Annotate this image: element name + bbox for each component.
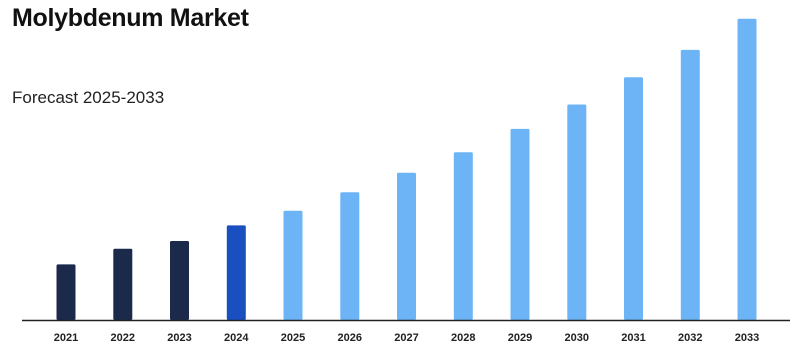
x-tick-label: 2025: [281, 332, 305, 344]
chart-subtitle: Forecast 2025-2033: [12, 88, 165, 107]
bar-2029: [510, 128, 530, 320]
bar-2024: [226, 225, 246, 320]
x-tick-labels: 2021 2022 2023 2024 2025 2026 2027 2028 2029 2030…: [54, 332, 759, 344]
bar-2026: [340, 192, 360, 320]
x-tick-label: 2023: [167, 332, 191, 344]
x-tick-label: 2021: [54, 332, 78, 344]
bar-2025: [283, 210, 303, 320]
bar-2028: [453, 152, 473, 320]
bar-2027: [397, 172, 416, 320]
x-tick-label: 2022: [111, 332, 135, 344]
bar-2023: [170, 241, 189, 320]
x-tick-label: 2029: [508, 332, 532, 344]
x-tick-label: 2027: [394, 332, 418, 344]
bar-2032: [680, 49, 700, 321]
chart-title: Molybdenum Market: [12, 4, 249, 32]
bar-2033: [737, 18, 757, 320]
x-tick-label: 2031: [621, 332, 645, 344]
x-tick-label: 2033: [735, 332, 759, 344]
x-tick-label: 2026: [338, 332, 362, 344]
x-tick-label: 2030: [565, 332, 589, 344]
x-tick-label: 2024: [224, 332, 249, 344]
bar-2021: [56, 264, 76, 320]
bar-2022: [113, 248, 133, 320]
bar-2031: [624, 77, 643, 320]
x-tick-label: 2028: [451, 332, 475, 344]
bars-group: [56, 18, 757, 321]
x-tick-label: 2032: [678, 332, 702, 344]
bar-2030: [567, 104, 587, 320]
